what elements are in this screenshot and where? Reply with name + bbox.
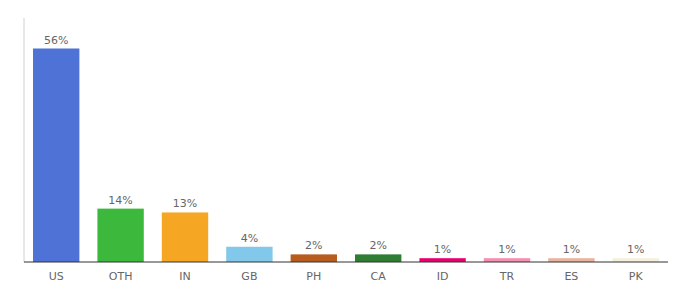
data-label: 2% — [369, 239, 386, 252]
data-label: 1% — [498, 243, 515, 256]
tick-label: US — [49, 270, 64, 283]
bars — [33, 49, 659, 263]
data-label: 1% — [563, 243, 580, 256]
tick-label: CA — [371, 270, 387, 283]
bar — [226, 247, 272, 262]
tick-label: IN — [179, 270, 190, 283]
tick-label: GB — [241, 270, 257, 283]
data-label: 4% — [241, 232, 258, 245]
x-axis — [24, 261, 668, 262]
y-axis-range — [24, 18, 25, 262]
data-labels: 56% 14% 13% 4% 2% 2% 1% 1% 1% 1% — [44, 34, 645, 257]
tick-label: ID — [437, 270, 449, 283]
bar — [355, 254, 401, 262]
data-label: 1% — [627, 243, 644, 256]
bar — [291, 254, 337, 262]
tick-label: ES — [564, 270, 578, 283]
tick-label: TR — [499, 270, 515, 283]
bar — [97, 209, 143, 262]
chart: 56% 14% 13% 4% 2% 2% 1% 1% 1% 1% US OTH IN GB PH CA ID TR… — [0, 0, 680, 300]
data-label: 56% — [44, 34, 68, 47]
data-label: 1% — [434, 243, 451, 256]
tick-label: PH — [306, 270, 321, 283]
bar — [162, 212, 208, 262]
data-label: 2% — [305, 239, 322, 252]
tick-label: PK — [629, 270, 644, 283]
bar — [33, 49, 79, 263]
data-label: 14% — [108, 194, 132, 207]
data-label: 13% — [173, 197, 197, 210]
x-ticks: US OTH IN GB PH CA ID TR ES PK — [49, 270, 644, 283]
tick-label: OTH — [109, 270, 133, 283]
